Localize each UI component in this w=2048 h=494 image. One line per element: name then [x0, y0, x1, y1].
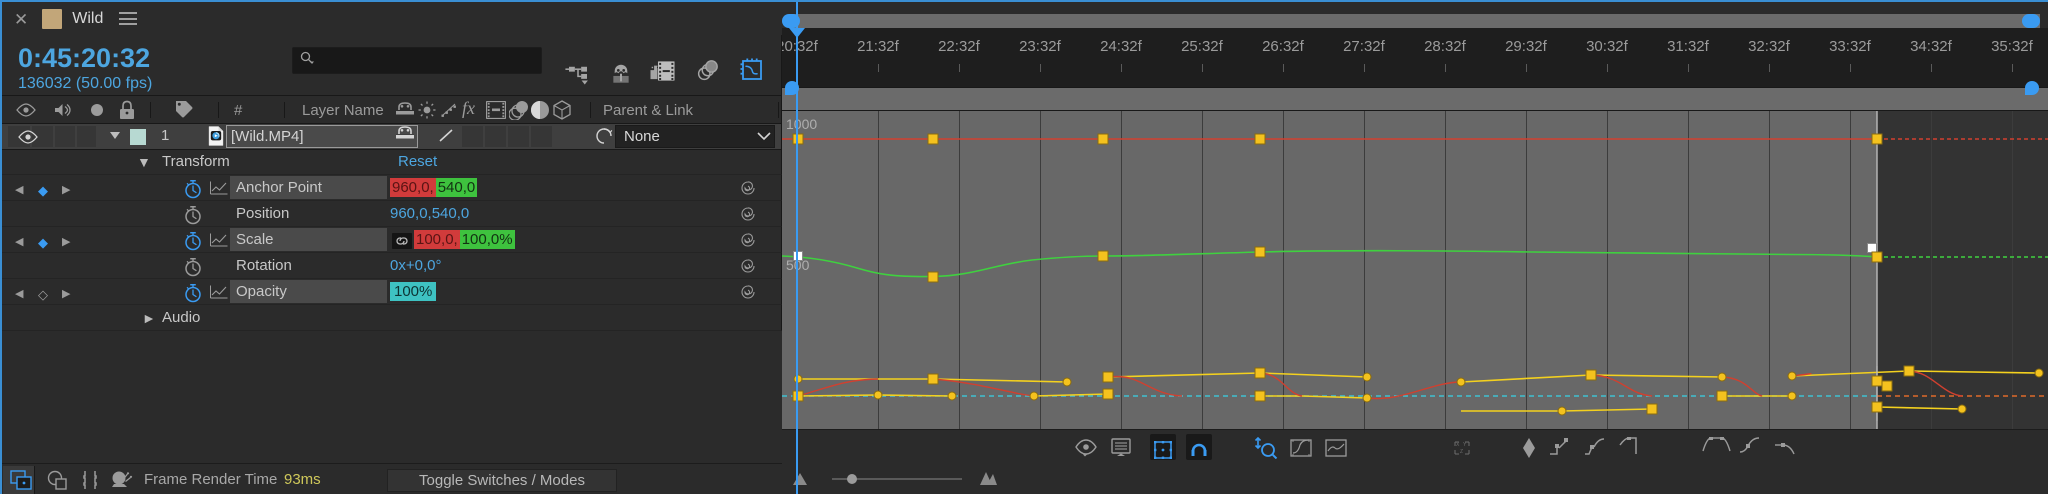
svg-text:X: X [1456, 442, 1460, 448]
svg-text:Y: Y [1463, 442, 1467, 448]
svg-text:Z: Z [1460, 449, 1463, 455]
